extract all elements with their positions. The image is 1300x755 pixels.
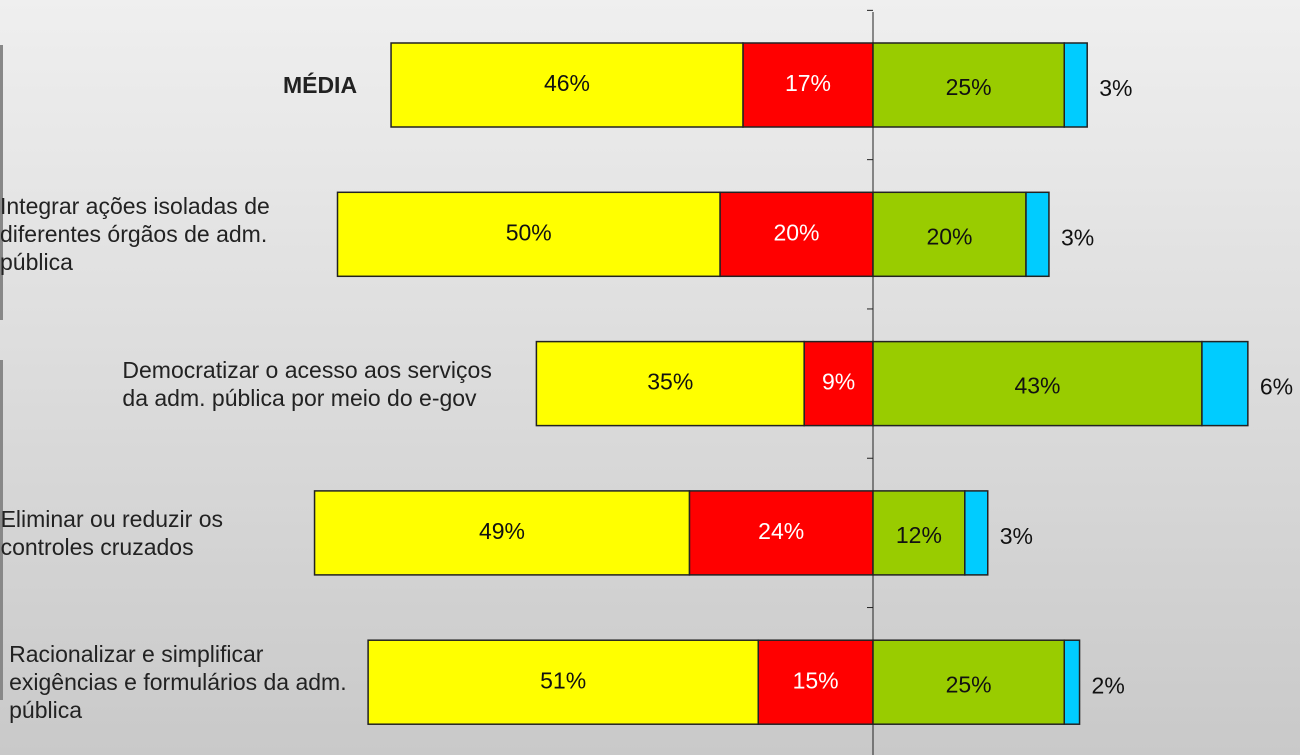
bar-segment <box>336 191 721 278</box>
bar-segment <box>1025 191 1050 278</box>
bar-segment <box>390 42 744 128</box>
bar-segment <box>688 490 874 576</box>
value-label: 17% <box>785 70 831 96</box>
bar-segment <box>872 340 1203 427</box>
bar-segment <box>964 490 989 576</box>
value-label: 49% <box>479 518 525 544</box>
bar-segment <box>803 340 874 427</box>
bar-segment <box>872 42 1065 128</box>
value-label: 9% <box>822 369 855 395</box>
bar-segment <box>872 639 1065 725</box>
bar-segment <box>535 340 805 427</box>
bar-segment <box>872 191 1027 278</box>
value-label: 20% <box>773 219 819 245</box>
value-label: 24% <box>758 518 804 544</box>
bar-segment <box>1201 340 1249 427</box>
value-label: 51% <box>540 667 586 693</box>
bar-segment <box>367 639 759 725</box>
value-label: 43% <box>1014 373 1060 399</box>
category-label: Eliminar ou reduzir os controles cruzado… <box>0 505 223 560</box>
decoration <box>0 360 3 700</box>
value-label: 3% <box>1099 75 1132 101</box>
bar-segment <box>1063 639 1081 725</box>
value-label: 3% <box>1061 224 1094 250</box>
value-label: 6% <box>1260 374 1293 400</box>
decoration <box>0 45 3 320</box>
value-label: 35% <box>647 369 693 395</box>
category-label: Democratizar o acesso aos serviços da ad… <box>122 356 492 411</box>
value-label: 50% <box>506 219 552 245</box>
category-label: MÉDIA <box>282 72 358 98</box>
bar-segment <box>872 490 966 576</box>
value-label: 15% <box>793 667 839 693</box>
value-label: 46% <box>544 70 590 96</box>
bar-segment <box>313 490 691 576</box>
category-label: Racionalizar e simplificar exigências e … <box>9 641 347 724</box>
bar-segment <box>1063 42 1088 128</box>
value-label: 3% <box>1000 523 1033 549</box>
value-label: 20% <box>926 223 972 249</box>
value-label: 2% <box>1092 672 1125 698</box>
value-label: 12% <box>896 522 942 548</box>
category-label: Integrar ações isoladas de diferentes ór… <box>0 193 270 276</box>
value-label: 25% <box>946 74 992 100</box>
value-label: 25% <box>946 671 992 697</box>
